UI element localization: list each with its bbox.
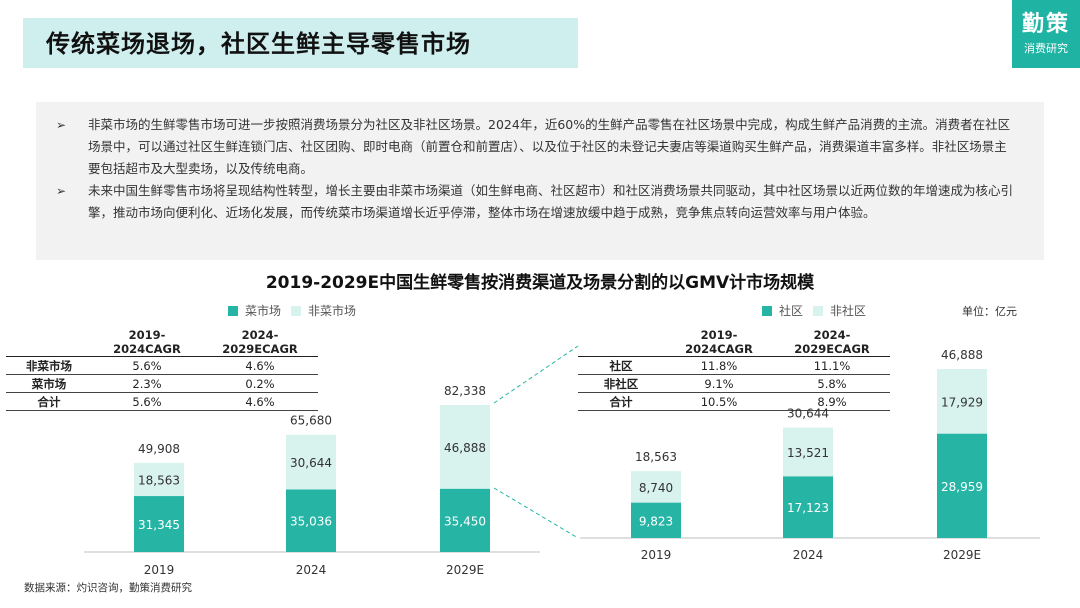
data-source: 数据来源：灼识咨询，勤策消费研究 (24, 582, 192, 594)
logo-main-text: 勤策 (1021, 12, 1070, 37)
legend-label: 非菜市场 (308, 304, 357, 318)
left-cagr-table: 2019-2024CAGR 2024-2029ECAGR 非菜市场 5.6% 4… (6, 328, 318, 411)
bar-value-label: 28,959 (941, 480, 983, 494)
legend-label: 非社区 (830, 304, 867, 318)
bar-segment-caichang (440, 488, 490, 552)
bar-total-label: 30,644 (787, 407, 829, 421)
bar-value-label: 17,123 (787, 501, 829, 515)
summary-box: ➢ 非菜市场的生鲜零售市场可进一步按照消费场景分为社区及非社区场景。2024年，… (36, 102, 1044, 260)
table-header-cell: 2024-2029ECAGR (202, 328, 318, 357)
x-tick-label: 2029E (446, 563, 484, 577)
table-cell: 10.5% (664, 392, 774, 411)
table-cell: 5.6% (92, 356, 202, 375)
x-tick-label: 2024 (793, 548, 824, 562)
bar-segment-shequ (937, 433, 987, 538)
table-cell: 5.6% (92, 392, 202, 411)
table-row-header: 合计 (578, 392, 664, 411)
table-header-cell (578, 328, 664, 357)
bar-total-label: 82,338 (444, 384, 486, 398)
table-cell: 5.8% (774, 374, 890, 393)
bar-value-label: 18,563 (138, 473, 180, 487)
bar-segment-fei-shequ (937, 369, 987, 434)
summary-bullet-text: 未来中国生鲜零售市场将呈现结构性转型，增长主要由非菜市场渠道（如生鲜电商、社区超… (88, 183, 1014, 220)
table-cell: 8.9% (774, 392, 890, 411)
arrow-bullet-icon: ➢ (56, 118, 67, 132)
bar-segment-fei-caichang (134, 462, 184, 497)
arrow-bullet-icon: ➢ (56, 184, 67, 198)
bar-total-label: 18,563 (635, 450, 677, 464)
legend-label: 社区 (779, 304, 804, 318)
table-cell: 9.1% (664, 374, 774, 393)
bar-value-label: 31,345 (138, 518, 180, 532)
table-header-cell: 2024-2029ECAGR (774, 328, 890, 357)
bar-segment-shequ (631, 502, 681, 538)
unit-label: 单位：亿元 (962, 305, 1017, 318)
bar-segment-fei-shequ (631, 471, 681, 503)
table-row: 社区 11.8% 11.1% (578, 356, 890, 375)
table-cell: 11.8% (664, 356, 774, 375)
bar-value-label: 35,036 (290, 515, 332, 529)
chart-title: 2019-2029E中国生鲜零售按消费渠道及场景分割的以GMV计市场规模 (265, 273, 815, 293)
bar-value-label: 8,740 (639, 481, 673, 495)
bar-value-label: 30,644 (290, 456, 332, 470)
table-header-row: 2019-2024CAGR 2024-2029ECAGR (578, 328, 890, 357)
legend-swatch-light (813, 305, 824, 316)
bar-value-label: 13,521 (787, 446, 829, 460)
table-row: 非社区 9.1% 5.8% (578, 374, 890, 393)
table-cell: 2.3% (92, 374, 202, 393)
bar-value-label: 17,929 (941, 395, 983, 409)
bar-total-label: 65,680 (290, 414, 332, 428)
table-cell: 4.6% (202, 356, 318, 375)
bar-value-label: 9,823 (639, 514, 673, 528)
x-tick-label: 2019 (144, 563, 175, 577)
table-cell: 4.6% (202, 392, 318, 411)
brand-logo: 勤策 消费研究 (1012, 0, 1080, 68)
bar-segment-fei-caichang (286, 434, 336, 490)
connector-line-top (493, 345, 579, 404)
bar-segment-fei-shequ (783, 427, 833, 477)
table-row: 合计 5.6% 4.6% (6, 392, 318, 411)
bar-total-label: 49,908 (138, 442, 180, 456)
legend-swatch-dark (762, 305, 772, 316)
summary-bullet: ➢ 非菜市场的生鲜零售市场可进一步按照消费场景分为社区及非社区场景。2024年，… (56, 114, 1018, 180)
summary-bullet-text: 非菜市场的生鲜零售市场可进一步按照消费场景分为社区及非社区场景。2024年，近6… (88, 117, 1011, 176)
bar-segment-fei-caichang (440, 405, 490, 489)
connector-line-bottom (493, 487, 579, 539)
table-row: 合计 10.5% 8.9% (578, 392, 890, 411)
table-row: 菜市场 2.3% 0.2% (6, 374, 318, 393)
bar-segment-caichang (134, 496, 184, 552)
table-header-cell (6, 328, 92, 357)
bar-value-label: 35,450 (444, 514, 486, 528)
summary-bullet: ➢ 未来中国生鲜零售市场将呈现结构性转型，增长主要由非菜市场渠道（如生鲜电商、社… (56, 180, 1018, 224)
x-tick-label: 2029E (943, 548, 981, 562)
bar-segment-caichang (286, 489, 336, 552)
table-cell: 11.1% (774, 356, 890, 375)
table-row-header: 非菜市场 (6, 356, 92, 375)
bar-segment-shequ (783, 476, 833, 538)
table-row-header: 社区 (578, 356, 664, 375)
table-header-cell: 2019-2024CAGR (92, 328, 202, 357)
logo-sub-text: 消费研究 (1024, 42, 1068, 55)
table-row-header: 合计 (6, 392, 92, 411)
right-legend: 社区 非社区 (762, 302, 866, 319)
legend-label: 菜市场 (245, 304, 282, 318)
table-header-row: 2019-2024CAGR 2024-2029ECAGR (6, 328, 318, 357)
table-row-header: 菜市场 (6, 374, 92, 393)
table-row: 非菜市场 5.6% 4.6% (6, 356, 318, 375)
right-cagr-table: 2019-2024CAGR 2024-2029ECAGR 社区 11.8% 11… (578, 328, 890, 411)
table-cell: 0.2% (202, 374, 318, 393)
title-banner (23, 18, 578, 68)
bar-value-label: 46,888 (444, 441, 486, 455)
left-legend: 菜市场 非菜市场 (228, 302, 356, 319)
legend-swatch-light (291, 305, 302, 316)
x-tick-label: 2024 (296, 563, 327, 577)
page-title: 传统菜场退场，社区生鲜主导零售市场 (46, 30, 471, 58)
x-tick-label: 2019 (641, 548, 672, 562)
legend-swatch-dark (228, 305, 238, 316)
table-header-cell: 2019-2024CAGR (664, 328, 774, 357)
bar-total-label: 46,888 (941, 348, 983, 362)
table-row-header: 非社区 (578, 374, 664, 393)
